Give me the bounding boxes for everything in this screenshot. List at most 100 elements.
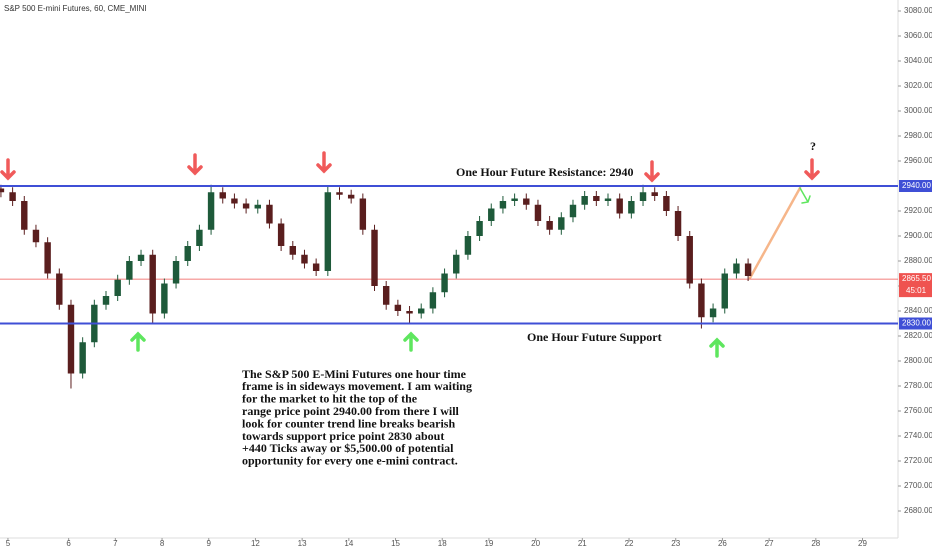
x-tick-label: 15	[391, 539, 400, 548]
y-tick-label: 3080.00	[904, 6, 932, 15]
candle-body	[114, 279, 121, 296]
candle-body	[476, 221, 483, 236]
y-tick-label: 2680.00	[904, 506, 932, 515]
note-line: for the market to hit the top of the	[242, 392, 418, 406]
buy-arrows	[130, 331, 725, 358]
candle-body	[149, 254, 156, 314]
candle-body	[102, 296, 110, 305]
candle-body	[44, 242, 51, 274]
candle-body	[184, 246, 191, 261]
candle-body	[674, 211, 682, 236]
last-price-label: 2865.50	[902, 274, 931, 283]
arrows	[0, 151, 820, 358]
candle-body	[616, 198, 623, 214]
candle-body	[126, 261, 133, 280]
candle-body	[394, 304, 402, 311]
x-tick-label: 9	[207, 539, 212, 548]
note-line: range price point 2940.00 from there I w…	[242, 404, 460, 418]
candle-body	[523, 198, 530, 205]
candle-body	[511, 198, 518, 201]
candle-body	[441, 273, 448, 293]
y-tick-label: 2800.00	[904, 356, 932, 365]
candle-body	[593, 196, 600, 201]
candle-body	[406, 311, 413, 314]
candle-body	[347, 194, 355, 199]
candle-body	[569, 204, 577, 218]
note-line: look for counter trend line breaks beari…	[242, 416, 455, 430]
candle-body	[534, 204, 542, 221]
x-tick-label: 12	[251, 539, 260, 548]
x-tick-label: 22	[625, 539, 634, 548]
candle-body	[382, 286, 390, 305]
note-line: The S&P 500 E-Mini Futures one hour time	[242, 367, 467, 381]
candle-body	[721, 273, 728, 309]
candle-body	[429, 292, 437, 309]
x-tick-label: 5	[6, 539, 11, 548]
candle-body	[137, 254, 145, 261]
candle-body	[196, 229, 203, 246]
candle-body	[324, 192, 332, 271]
x-tick-label: 21	[578, 539, 587, 548]
x-tick-label: 23	[671, 539, 680, 548]
up-arrow	[130, 331, 146, 352]
x-tick-label: 6	[66, 539, 71, 548]
candle-body	[289, 246, 297, 255]
candle-body	[172, 261, 180, 284]
level-tag-label: 2830.00	[902, 319, 931, 328]
note-line: +440 Ticks away or $5,500.00 of potentia…	[242, 441, 454, 455]
note-line: opportunity for every one e-mini contrac…	[242, 454, 458, 468]
candle-body	[686, 236, 693, 284]
y-tick-label: 2700.00	[904, 481, 932, 490]
down-arrow	[316, 151, 332, 174]
candle-body	[464, 236, 472, 255]
y-tick-label: 3040.00	[904, 56, 932, 65]
down-arrow	[0, 158, 16, 181]
candle-body	[709, 308, 717, 318]
y-tick-label: 2840.00	[904, 306, 932, 315]
y-tick-label: 2960.00	[904, 156, 932, 165]
candle-body	[67, 304, 75, 374]
down-arrow	[804, 158, 820, 181]
note: The S&P 500 E-Mini Futures one hour time…	[242, 367, 472, 468]
candle-body	[488, 208, 495, 221]
candle-body	[371, 229, 378, 286]
candle-body	[628, 201, 635, 214]
candle-body	[312, 263, 320, 271]
level-tag	[899, 317, 932, 330]
x-tick-label: 19	[484, 539, 493, 548]
last-price-tag	[899, 273, 932, 298]
candle-body	[254, 204, 261, 209]
up-arrow	[709, 337, 725, 358]
y-tick-label: 3020.00	[904, 81, 932, 90]
x-tick-label: 28	[811, 539, 820, 548]
x-tick-label: 18	[438, 539, 447, 548]
candle-body	[0, 188, 5, 193]
level-tag	[899, 180, 932, 192]
note-line: frame is in sideways movement. I am wait…	[242, 379, 472, 393]
candle-body	[546, 221, 553, 230]
candle-body	[79, 342, 86, 374]
y-tick-label: 2880.00	[904, 256, 932, 265]
y-tick-label: 2920.00	[904, 206, 932, 215]
candle-body	[21, 201, 28, 230]
down-arrow	[644, 160, 660, 183]
candle-body	[651, 192, 658, 196]
x-tick-label: 26	[718, 539, 727, 548]
candle-body	[219, 192, 226, 199]
note-line: towards support price point 2830 about	[242, 429, 444, 443]
y-tick-label: 2900.00	[904, 231, 932, 240]
candle-body	[453, 254, 460, 274]
x-tick-label: 14	[344, 539, 353, 548]
candle-body	[733, 263, 740, 274]
candle-body	[418, 308, 425, 314]
candle-body	[639, 192, 647, 201]
down-arrow	[187, 153, 203, 176]
resistance-label: One Hour Future Resistance: 2940	[456, 165, 634, 179]
question-mark: ?	[810, 139, 816, 153]
candle-body	[604, 198, 612, 201]
x-tick-label: 29	[858, 539, 867, 548]
y-tick-label: 3000.00	[904, 106, 932, 115]
candle-body	[698, 283, 705, 318]
